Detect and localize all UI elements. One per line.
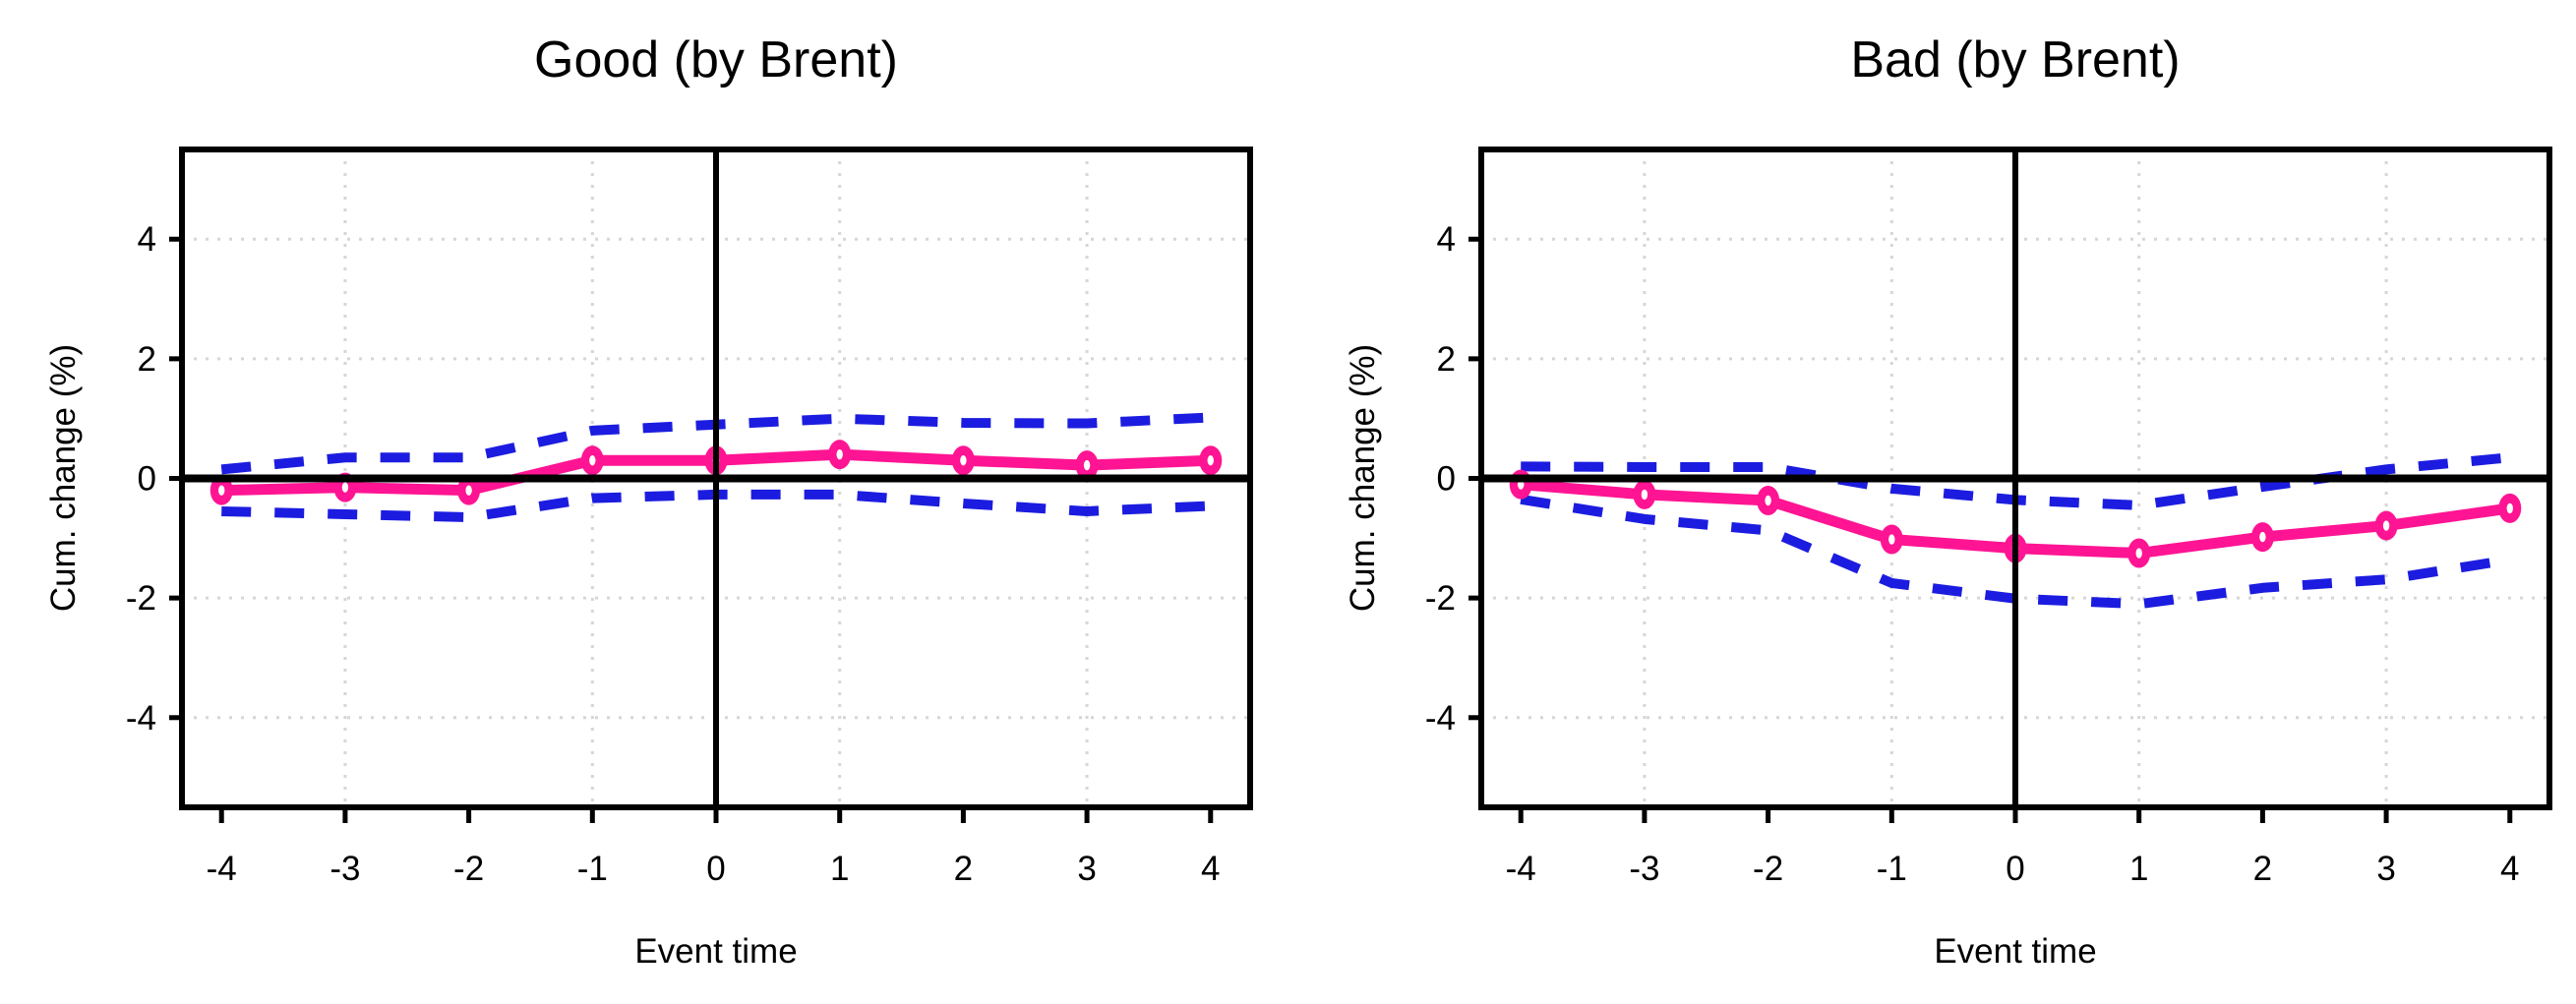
chart-svg: -4 -2 0 2 4 -4 -3 -2 -1 0 1 2 3 4 Good (by Brent) Event… xyxy=(44,31,1253,971)
plot-frame xyxy=(179,147,1253,810)
axes: -4 -2 0 2 4 -4 -3 -2 -1 0 1 2 3 4 xyxy=(126,220,1221,888)
x-tick-label: -1 xyxy=(577,850,608,888)
data-point-marker-hole xyxy=(1641,489,1648,501)
x-tick-label: 4 xyxy=(2500,850,2519,888)
data-point-marker-hole xyxy=(1207,455,1214,466)
estimate-markers xyxy=(210,440,1223,505)
x-tick-label: 4 xyxy=(1201,850,1220,888)
x-tick-label: 0 xyxy=(706,850,725,888)
data-point-marker-hole xyxy=(465,485,472,496)
y-tick-label: 4 xyxy=(138,220,156,259)
x-tick-label: -2 xyxy=(453,850,484,888)
x-tick-label: -2 xyxy=(1753,850,1783,888)
x-tick-label: 3 xyxy=(1077,850,1096,888)
y-tick-label: 0 xyxy=(138,460,156,499)
ci-lower-line xyxy=(1520,494,2511,610)
y-tick-label: 0 xyxy=(1437,460,1456,499)
y-tick-label: -4 xyxy=(126,699,156,738)
y-tick-label: 2 xyxy=(138,340,156,379)
data-point-marker-hole xyxy=(218,485,225,496)
x-axis-label: Event time xyxy=(634,932,797,971)
data-point-marker-hole xyxy=(2382,520,2390,531)
chart-title: Bad (by Brent) xyxy=(1850,31,2180,89)
x-tick-label: 1 xyxy=(830,850,849,888)
y-tick-label: 2 xyxy=(1437,340,1456,379)
data-point-marker-hole xyxy=(836,448,843,460)
data-point-marker-hole xyxy=(960,455,967,466)
x-tick-label: -3 xyxy=(329,850,360,888)
chart-title: Good (by Brent) xyxy=(534,31,898,89)
data-point-marker-hole xyxy=(1083,459,1091,471)
chart-svg: -4 -2 0 2 4 -4 -3 -2 -1 0 1 2 3 4 Bad (by Brent) Event … xyxy=(1344,31,2552,971)
data-point-marker-hole xyxy=(2135,548,2142,559)
x-tick-label: -1 xyxy=(1877,850,1907,888)
axes: -4 -2 0 2 4 -4 -3 -2 -1 0 1 2 3 4 xyxy=(1425,220,2520,888)
y-tick-label: -4 xyxy=(1425,699,1456,738)
plot-frame xyxy=(1478,147,2552,810)
x-tick-label: -4 xyxy=(207,850,237,888)
y-tick-label: -2 xyxy=(1425,579,1456,618)
x-tick-label: 1 xyxy=(2129,850,2148,888)
y-axis-label: Cum. change (%) xyxy=(1344,344,1382,612)
data-point-marker-hole xyxy=(341,482,349,493)
data-point-marker-hole xyxy=(2259,531,2266,543)
data-point-marker-hole xyxy=(1888,534,1895,545)
y-tick-label: 4 xyxy=(1437,220,1456,259)
data-point-marker-hole xyxy=(589,455,596,466)
chart-panel-bad: -4 -2 0 2 4 -4 -3 -2 -1 0 1 2 3 4 Bad (by Brent) Event … xyxy=(1299,0,2576,1004)
x-tick-label: 2 xyxy=(954,850,973,888)
x-tick-label: -4 xyxy=(1506,850,1536,888)
data-point-marker-hole xyxy=(1765,495,1771,506)
estimate-markers xyxy=(1509,469,2522,568)
x-tick-label: -3 xyxy=(1629,850,1659,888)
x-axis-label: Event time xyxy=(1934,932,2096,971)
x-tick-label: 3 xyxy=(2376,850,2395,888)
x-tick-label: 2 xyxy=(2253,850,2272,888)
y-axis-label: Cum. change (%) xyxy=(44,344,83,612)
chart-panel-good: -4 -2 0 2 4 -4 -3 -2 -1 0 1 2 3 4 Good (by Brent) Event… xyxy=(44,31,1253,971)
y-tick-label: -2 xyxy=(126,579,156,618)
data-point-marker-hole xyxy=(2506,502,2513,514)
x-tick-label: 0 xyxy=(2006,850,2024,888)
